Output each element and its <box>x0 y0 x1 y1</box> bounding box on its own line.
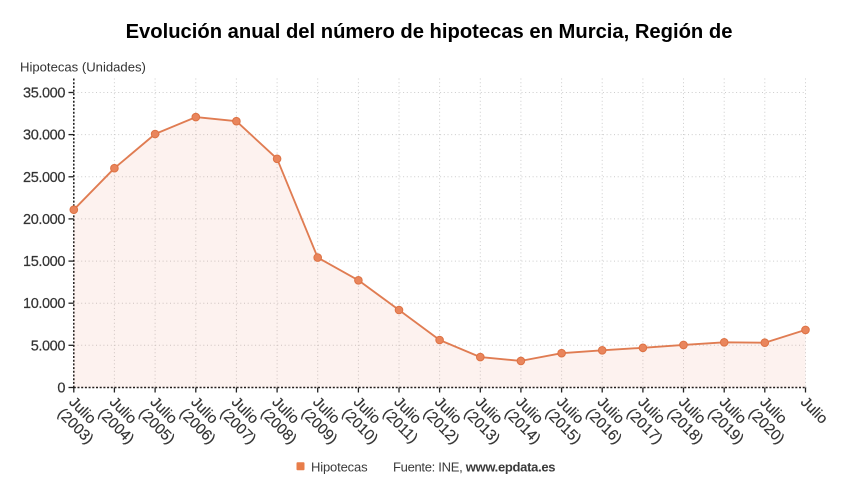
svg-text:25.000: 25.000 <box>23 170 65 186</box>
svg-text:10.000: 10.000 <box>23 296 65 312</box>
svg-text:0: 0 <box>57 381 65 397</box>
svg-text:Fuente: INE, www.epdata.es: Fuente: INE, www.epdata.es <box>393 460 555 475</box>
svg-text:Evolución anual del número de: Evolución anual del número de hipotecas … <box>126 21 733 43</box>
svg-text:Hipotecas (Unidades): Hipotecas (Unidades) <box>20 60 146 75</box>
svg-text:5.000: 5.000 <box>31 338 66 354</box>
svg-text:15.000: 15.000 <box>23 254 65 270</box>
svg-text:Julio(2020): Julio(2020) <box>745 394 799 448</box>
svg-text:35.000: 35.000 <box>23 86 65 102</box>
svg-text:Julio: Julio <box>797 394 831 428</box>
svg-text:20.000: 20.000 <box>23 212 65 228</box>
svg-text:30.000: 30.000 <box>23 128 65 144</box>
svg-text:Hipotecas: Hipotecas <box>311 460 368 475</box>
